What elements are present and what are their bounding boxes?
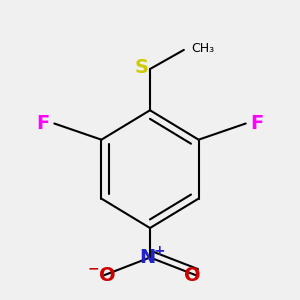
Text: O: O: [99, 266, 116, 285]
Text: S: S: [134, 58, 148, 77]
Text: CH₃: CH₃: [191, 42, 214, 55]
Text: F: F: [250, 114, 263, 133]
Text: O: O: [184, 266, 201, 285]
Text: +: +: [154, 244, 165, 258]
Text: N: N: [139, 248, 155, 267]
Text: F: F: [37, 114, 50, 133]
Text: −: −: [87, 262, 99, 276]
